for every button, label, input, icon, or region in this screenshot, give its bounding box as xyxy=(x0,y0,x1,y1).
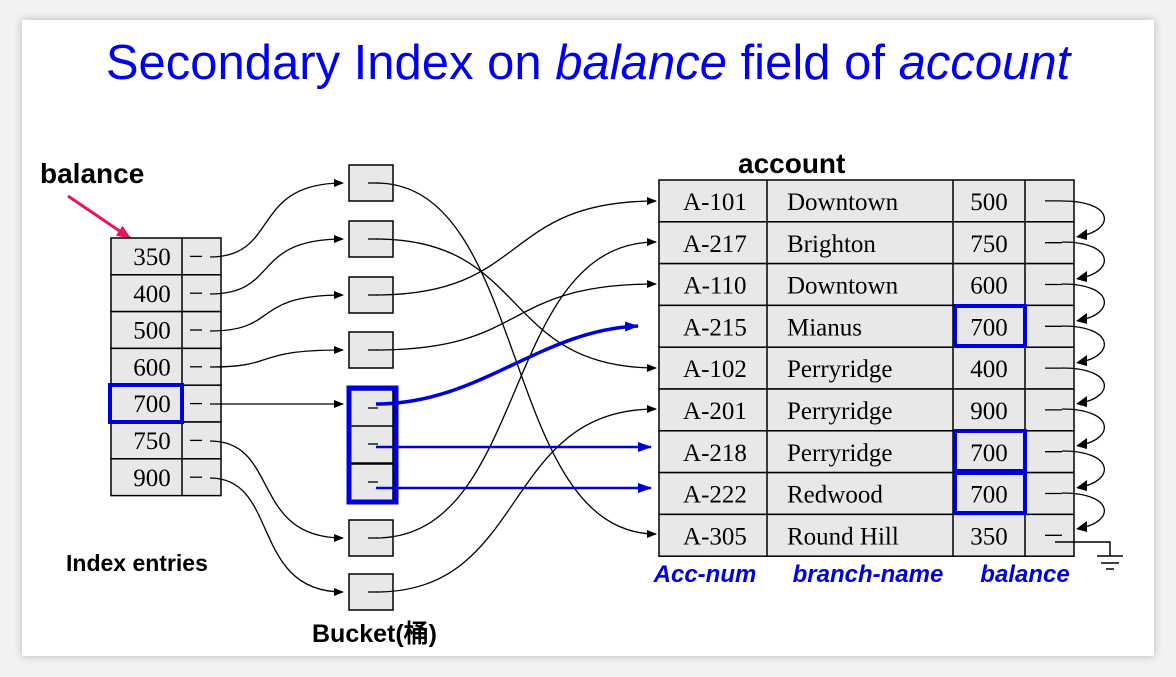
index-to-bucket-750 xyxy=(209,440,344,542)
acc-num-cell: A-110 xyxy=(684,273,747,300)
balance-cell: 600 xyxy=(970,273,1008,300)
account-table: A-101 Downtown 500 A-217 Brighton 750 A-110 Dow… xyxy=(658,179,1075,557)
index-entry-900 xyxy=(110,458,222,497)
account-row xyxy=(658,304,1075,348)
bucket-500-to-a101 xyxy=(375,197,657,296)
title-relation: account xyxy=(898,36,1071,90)
balance-cell: 750 xyxy=(970,231,1008,258)
index-to-bucket-400 xyxy=(209,235,344,295)
acc-num-cell: A-305 xyxy=(683,523,747,550)
bucket-350-to-a305 xyxy=(375,182,657,538)
column-label: branch-name xyxy=(793,561,944,588)
acc-num-cell: A-201 xyxy=(683,398,747,425)
acc-num-cell: A-102 xyxy=(683,356,747,383)
bucket-label: Bucket(桶) xyxy=(312,620,437,648)
balance-cell: 900 xyxy=(970,398,1008,425)
branch-name-cell: Downtown xyxy=(787,189,899,216)
balance-a222-highlight xyxy=(953,471,1027,515)
acc-num-cell: A-101 xyxy=(683,189,747,216)
balance-cell: 400 xyxy=(970,356,1008,383)
index-key: 600 xyxy=(133,354,171,381)
index-key: 400 xyxy=(133,281,171,308)
account-row xyxy=(658,346,1075,390)
acc-num-cell: A-218 xyxy=(683,440,747,467)
column-label: balance xyxy=(980,561,1069,588)
null-pointer-ground-icon xyxy=(1055,541,1123,570)
account-row xyxy=(658,513,1075,557)
branch-name-cell: Perryridge xyxy=(787,356,893,383)
index-to-bucket-500 xyxy=(209,291,344,332)
balance-cell: 700 xyxy=(970,314,1008,341)
title-field: balance xyxy=(555,36,727,90)
index-entry-500 xyxy=(110,310,222,350)
balance-a215-highlight xyxy=(953,304,1027,348)
bucket-750-to-a217 xyxy=(375,238,657,539)
branch-name-cell: Perryridge xyxy=(787,440,893,467)
index-to-bucket-900 xyxy=(209,477,344,596)
index-key: 350 xyxy=(133,244,171,271)
branch-name-cell: Brighton xyxy=(787,231,876,258)
column-labels: Acc-num branch-name balance xyxy=(653,561,1070,588)
balance-pointer-arrow xyxy=(67,194,131,240)
bucket-700-highlight xyxy=(346,385,399,505)
branch-name-cell: Perryridge xyxy=(787,398,893,425)
balance-cell: 500 xyxy=(970,189,1008,216)
bucket-600-to-a110 xyxy=(375,280,657,351)
branch-name-cell: Redwood xyxy=(787,482,883,509)
pointer-arrows xyxy=(209,179,1123,596)
account-row xyxy=(658,262,1075,307)
index-key: 700 xyxy=(133,391,171,418)
title-prefix: Secondary Index on xyxy=(105,36,556,90)
column-label: Acc-num xyxy=(653,561,757,588)
index-key-700-highlight xyxy=(108,383,184,424)
bucket-900-to-a201 xyxy=(375,405,657,593)
balance-cell: 350 xyxy=(970,523,1008,550)
index-entries-label: Index entries xyxy=(66,550,208,576)
bucket-400-to-a102 xyxy=(375,238,657,372)
bucket-700-to-a215 xyxy=(375,321,639,406)
branch-name-cell: Downtown xyxy=(787,273,899,300)
index-entry-600 xyxy=(110,347,222,386)
index-to-bucket-600 xyxy=(209,346,344,368)
acc-num-cell: A-222 xyxy=(683,482,747,509)
slide-title: Secondary Index on balance field of acco… xyxy=(0,33,1176,93)
relation-name: account xyxy=(738,148,845,179)
index-entries-table: 350 400 500 600 700 750 900 xyxy=(110,237,222,497)
record-chain-arrowheads xyxy=(1076,229,1087,532)
acc-num-cell: A-215 xyxy=(683,314,747,341)
index-entry-350 xyxy=(110,237,222,276)
index-key: 500 xyxy=(133,318,171,345)
acc-num-cell: A-217 xyxy=(683,231,747,258)
branch-name-cell: Round Hill xyxy=(787,523,899,550)
index-key: 900 xyxy=(133,465,171,492)
record-chain xyxy=(1061,200,1105,529)
title-middle: field of xyxy=(726,36,899,90)
balance-label: balance xyxy=(40,158,144,189)
index-key: 750 xyxy=(133,428,171,455)
branch-name-cell: Mianus xyxy=(787,314,862,341)
index-to-bucket-350 xyxy=(209,179,344,258)
highlights xyxy=(108,304,1027,515)
balance-cell: 700 xyxy=(970,482,1008,509)
balance-cell: 700 xyxy=(970,440,1008,467)
buckets xyxy=(348,164,394,611)
